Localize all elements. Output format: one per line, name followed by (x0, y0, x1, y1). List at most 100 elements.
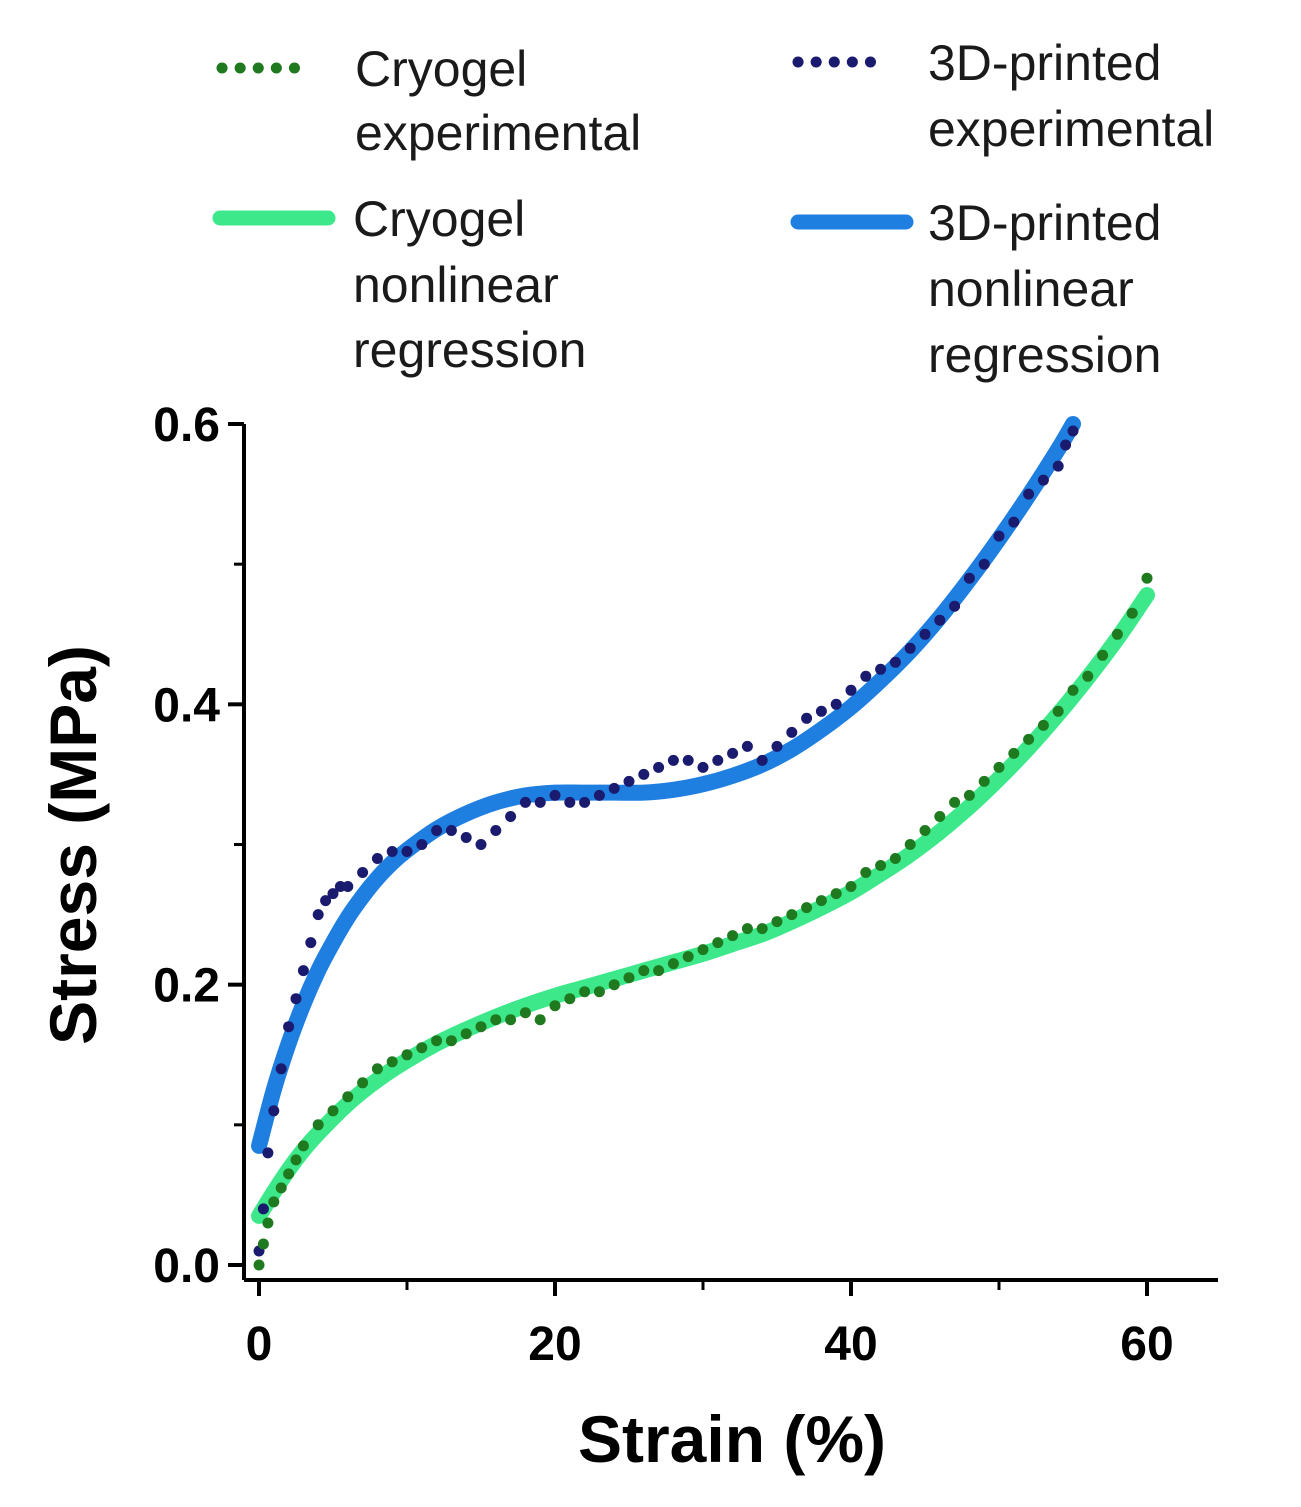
data-point-cryo_exp (756, 923, 768, 935)
regression-line-cryo_fit (251, 587, 1155, 1224)
data-point-cryo_exp (534, 1014, 546, 1026)
regression-line-print_fit (251, 416, 1081, 1154)
data-point-print_exp (949, 600, 961, 612)
data-point-cryo_exp (445, 1035, 457, 1047)
data-point-print_exp (416, 839, 428, 850)
data-point-print_exp (741, 740, 753, 752)
data-point-print_exp (667, 754, 679, 766)
data-point-print_exp (297, 965, 309, 977)
data-point-cryo_exp (1126, 607, 1138, 619)
data-point-print_exp (283, 1021, 295, 1033)
data-point-cryo_exp (593, 986, 605, 998)
data-point-print_exp (534, 796, 546, 808)
x-tick-label: 40 (824, 1318, 877, 1371)
legend-label-line: nonlinear (353, 257, 559, 313)
data-point-print_exp (934, 614, 946, 626)
data-point-cryo_exp (638, 965, 650, 977)
data-point-cryo_exp (875, 860, 887, 871)
legend-label-line: 3D-printed (928, 35, 1161, 91)
data-point-print_exp (505, 811, 517, 822)
data-point-cryo_exp (712, 937, 724, 949)
legend-label-line: regression (928, 327, 1161, 383)
data-point-print_exp (682, 754, 694, 766)
data-point-print_exp (978, 558, 990, 570)
legend-item-cryogel-regression: Cryogel nonlinear regression (212, 191, 586, 378)
data-point-print_exp (919, 628, 931, 640)
data-point-cryo_exp (519, 1007, 531, 1019)
data-point-print_exp (875, 663, 887, 675)
series-print_exp (253, 425, 1079, 1257)
data-point-print_exp (1060, 439, 1072, 451)
data-point-cryo_exp (1052, 705, 1064, 717)
legend-label-line: regression (353, 322, 586, 378)
data-point-cryo_exp (845, 881, 857, 892)
data-point-print_exp (268, 1105, 280, 1117)
data-point-print_exp (727, 747, 739, 759)
data-point-print_exp (830, 698, 842, 710)
data-point-cryo_exp (741, 923, 753, 935)
data-point-print_exp (320, 895, 332, 907)
data-point-cryo_exp (1023, 733, 1035, 745)
y-tick-label: 0.6 (153, 399, 220, 452)
data-point-print_exp (312, 909, 324, 921)
data-point-cryo_exp (682, 951, 694, 963)
data-point-print_exp (262, 1147, 274, 1159)
legend-label-line: Cryogel (353, 191, 525, 247)
data-point-cryo_exp (1141, 572, 1153, 584)
y-tick-label: 0.4 (153, 679, 220, 732)
data-point-print_exp (257, 1203, 269, 1215)
data-point-print_exp (815, 705, 827, 717)
x-axis-title: Strain (%) (578, 1402, 886, 1476)
data-point-print_exp (460, 832, 472, 843)
data-point-print_exp (290, 993, 302, 1005)
data-point-print_exp (653, 761, 665, 773)
data-point-cryo_exp (771, 916, 783, 928)
data-point-print_exp (386, 846, 398, 857)
legend-label-line: experimental (928, 101, 1214, 157)
data-point-cryo_exp (623, 972, 635, 984)
data-point-print_exp (475, 839, 487, 850)
data-point-print_exp (327, 888, 339, 900)
x-tick-label: 20 (528, 1318, 581, 1371)
data-point-cryo_exp (549, 1000, 561, 1012)
data-point-print_exp (608, 782, 620, 794)
data-point-print_exp (904, 642, 916, 654)
data-point-cryo_exp (830, 888, 842, 900)
data-point-cryo_exp (275, 1182, 287, 1194)
data-point-cryo_exp (801, 902, 813, 914)
data-point-cryo_exp (1097, 649, 1109, 661)
data-point-cryo_exp (357, 1077, 369, 1089)
data-point-print_exp (579, 796, 591, 808)
data-point-print_exp (371, 853, 383, 864)
data-point-cryo_exp (416, 1042, 428, 1054)
x-tick-label: 60 (1120, 1318, 1173, 1371)
legend-label-line: Cryogel (355, 41, 527, 97)
data-point-print_exp (1023, 488, 1035, 500)
data-point-cryo_exp (386, 1056, 398, 1068)
data-point-print_exp (1037, 474, 1049, 486)
data-point-print_exp (1008, 516, 1020, 528)
plot-area (251, 416, 1155, 1271)
data-point-cryo_exp (889, 853, 901, 864)
data-point-cryo_exp (1111, 628, 1123, 640)
data-point-cryo_exp (505, 1014, 517, 1026)
data-point-print_exp (305, 937, 317, 949)
data-point-cryo_exp (949, 796, 961, 808)
data-point-print_exp (401, 846, 413, 857)
data-point-cryo_exp (919, 825, 931, 836)
y-axis-title: Stress (MPa) (36, 645, 110, 1045)
x-tick-label: 0 (246, 1318, 273, 1371)
data-point-cryo_exp (978, 775, 990, 787)
data-point-print_exp (993, 530, 1005, 542)
data-point-cryo_exp (579, 986, 591, 998)
data-point-cryo_exp (253, 1259, 265, 1271)
data-point-print_exp (357, 867, 369, 878)
data-point-cryo_exp (290, 1154, 302, 1166)
data-point-print_exp (431, 825, 443, 836)
data-point-cryo_exp (1008, 747, 1020, 759)
data-point-print_exp (756, 754, 768, 766)
data-point-cryo_exp (1037, 719, 1049, 731)
data-point-print_exp (963, 572, 975, 584)
data-point-print_exp (275, 1063, 287, 1075)
data-point-print_exp (771, 740, 783, 752)
